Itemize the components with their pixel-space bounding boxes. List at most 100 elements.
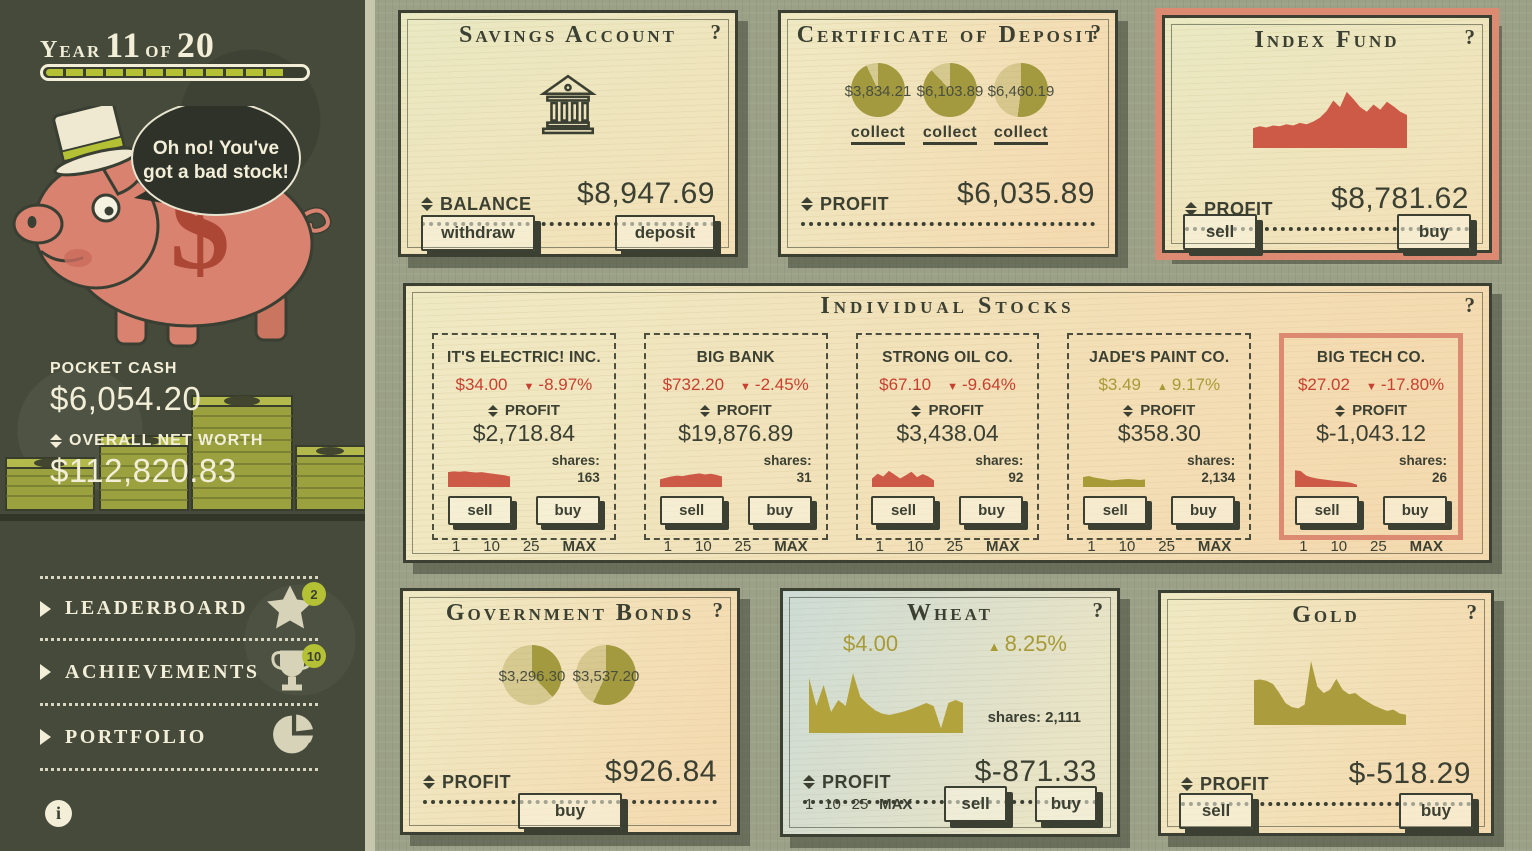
qty-max[interactable]: MAX (774, 538, 808, 555)
stock-tile-strong-oil: STRONG OIL CO. $67.10 -9.64% PROFIT $3,4… (855, 333, 1040, 555)
qty-25[interactable]: 25 (522, 538, 540, 555)
sidebar-item-portfolio[interactable]: PORTFOLIO (40, 706, 318, 771)
buy-button[interactable]: buy (518, 793, 622, 829)
buy-button[interactable]: buy (1397, 214, 1471, 250)
profit-row: PROFIT $6,035.89 (801, 177, 1095, 226)
qty-25[interactable]: 25 (734, 538, 752, 555)
help-icon[interactable]: ? (712, 598, 724, 622)
cash-summary: POCKET CASH $6,054.20 OVERALL NET WORTH … (50, 360, 263, 504)
bond-deposit: $3,296.30 (489, 645, 575, 705)
sell-button[interactable]: sell (944, 786, 1007, 822)
sell-button[interactable]: sell (1083, 496, 1148, 525)
stock-tile-big-tech: BIG TECH CO. $27.02 -17.80% PROFIT $-1,0… (1279, 333, 1463, 555)
star-icon (266, 583, 314, 634)
help-icon[interactable]: ? (1090, 20, 1102, 44)
cd-maturity-pie (851, 63, 905, 117)
profit-sort-control[interactable]: PROFIT (864, 402, 1032, 419)
profit-sort-control[interactable]: PROFIT (423, 772, 511, 793)
stock-tiles: IT'S ELECTRIC! INC. $34.00 -8.97% PROFIT… (432, 333, 1463, 555)
stock-tile-its-electric: IT'S ELECTRIC! INC. $34.00 -8.97% PROFIT… (432, 333, 616, 555)
qty-max[interactable]: MAX (1409, 538, 1443, 555)
net-worth-sort-control[interactable]: OVERALL NET WORTH (50, 432, 263, 450)
profit-sort-control[interactable]: PROFIT (801, 194, 889, 215)
profit-sort-control[interactable]: PROFIT (1075, 402, 1243, 419)
collect-link[interactable]: collect (850, 124, 906, 145)
qty-10[interactable]: 10 (483, 538, 500, 555)
qty-1[interactable]: 1 (1299, 538, 1308, 555)
sell-button[interactable]: sell (1179, 793, 1253, 829)
sell-button[interactable]: sell (447, 496, 512, 525)
qty-10[interactable]: 10 (906, 538, 924, 555)
collect-link[interactable]: collect (922, 124, 978, 145)
qty-1[interactable]: 1 (452, 538, 461, 555)
qty-1[interactable]: 1 (805, 795, 814, 813)
balance-row: BALANCE $8,947.69 (421, 177, 715, 226)
help-icon[interactable]: ? (1466, 600, 1478, 624)
withdraw-button[interactable]: withdraw (421, 215, 535, 251)
sell-button[interactable]: sell (871, 496, 936, 525)
collect-link[interactable]: collect (993, 124, 1049, 145)
cd-deposit-value: $6,103.89 (916, 83, 984, 100)
profit-sort-control[interactable]: PROFIT (1287, 402, 1455, 419)
buy-button[interactable]: buy (1171, 496, 1236, 525)
profit-sort-control[interactable]: PROFIT (652, 402, 820, 419)
qty-25[interactable]: 25 (1370, 538, 1387, 555)
stock-tile-jades-paint: JADE'S PAINT CO. $3.49 9.17% PROFIT $358… (1067, 333, 1252, 555)
sidebar-item-leaderboard[interactable]: LEADERBOARD 2 (40, 576, 326, 641)
stock-name: BIG BANK (696, 349, 775, 366)
qty-max[interactable]: MAX (562, 538, 596, 555)
deposit-button[interactable]: deposit (615, 215, 715, 251)
buy-button[interactable]: buy (1383, 496, 1448, 525)
qty-max[interactable]: MAX (1197, 538, 1232, 555)
sort-icon (1123, 404, 1134, 417)
qty-10[interactable]: 10 (1118, 538, 1136, 555)
top-hat-icon (52, 106, 139, 177)
shares-count: shares: 2,111 (987, 709, 1081, 726)
qty-1[interactable]: 1 (663, 538, 673, 555)
quantity-selector: 1 10 25 MAX (1287, 538, 1455, 555)
qty-25[interactable]: 25 (851, 795, 869, 813)
buy-button[interactable]: buy (535, 496, 600, 525)
card-title: Savings Account (459, 22, 677, 48)
shares-count: shares: 163 (551, 453, 600, 486)
profit-sort-control[interactable]: PROFIT (1185, 199, 1273, 220)
profit-value: $6,035.89 (957, 177, 1095, 210)
info-button[interactable]: i (45, 800, 72, 827)
arrow-down-icon (1366, 381, 1377, 393)
profit-sort-control[interactable]: PROFIT (803, 772, 891, 793)
year-total: 20 (176, 25, 215, 65)
qty-max[interactable]: MAX (986, 538, 1020, 555)
help-icon[interactable]: ? (1092, 598, 1104, 622)
balance-value: $8,947.69 (577, 177, 715, 210)
balance-sort-control[interactable]: BALANCE (421, 194, 532, 215)
sell-button[interactable]: sell (659, 496, 724, 525)
qty-25[interactable]: 25 (1158, 538, 1175, 555)
shares-count: shares: 92 (975, 453, 1024, 486)
stock-tile-big-bank: BIG BANK $732.20 -2.45% PROFIT $19,876.8… (643, 333, 828, 555)
buy-button[interactable]: buy (959, 496, 1024, 525)
index-fund-chart (1253, 91, 1407, 148)
help-icon[interactable]: ? (1464, 293, 1476, 317)
qty-25[interactable]: 25 (946, 538, 964, 555)
qty-10[interactable]: 10 (1330, 538, 1348, 555)
wheat-price: $4.00 (843, 631, 899, 656)
stock-price: $3.49 (1098, 375, 1142, 394)
sidebar-item-achievements[interactable]: ACHIEVEMENTS 10 (40, 641, 326, 706)
qty-10[interactable]: 10 (695, 538, 712, 555)
qty-1[interactable]: 1 (1087, 538, 1096, 555)
year-progress-fill (46, 69, 286, 76)
help-icon[interactable]: ? (710, 20, 722, 44)
buy-button[interactable]: buy (1399, 793, 1473, 829)
sell-button[interactable]: sell (1295, 496, 1360, 525)
profit-sort-control[interactable]: PROFIT (440, 402, 608, 419)
qty-max[interactable]: MAX (879, 795, 913, 813)
buy-button[interactable]: buy (1034, 786, 1098, 822)
arrow-down-icon (740, 381, 751, 393)
qty-10[interactable]: 10 (824, 795, 841, 813)
price-sparkline (1295, 470, 1358, 487)
buy-button[interactable]: buy (747, 496, 812, 525)
profit-sort-control[interactable]: PROFIT (1181, 774, 1269, 795)
qty-1[interactable]: 1 (875, 538, 884, 555)
help-icon[interactable]: ? (1464, 25, 1476, 49)
sell-button[interactable]: sell (1183, 214, 1257, 250)
